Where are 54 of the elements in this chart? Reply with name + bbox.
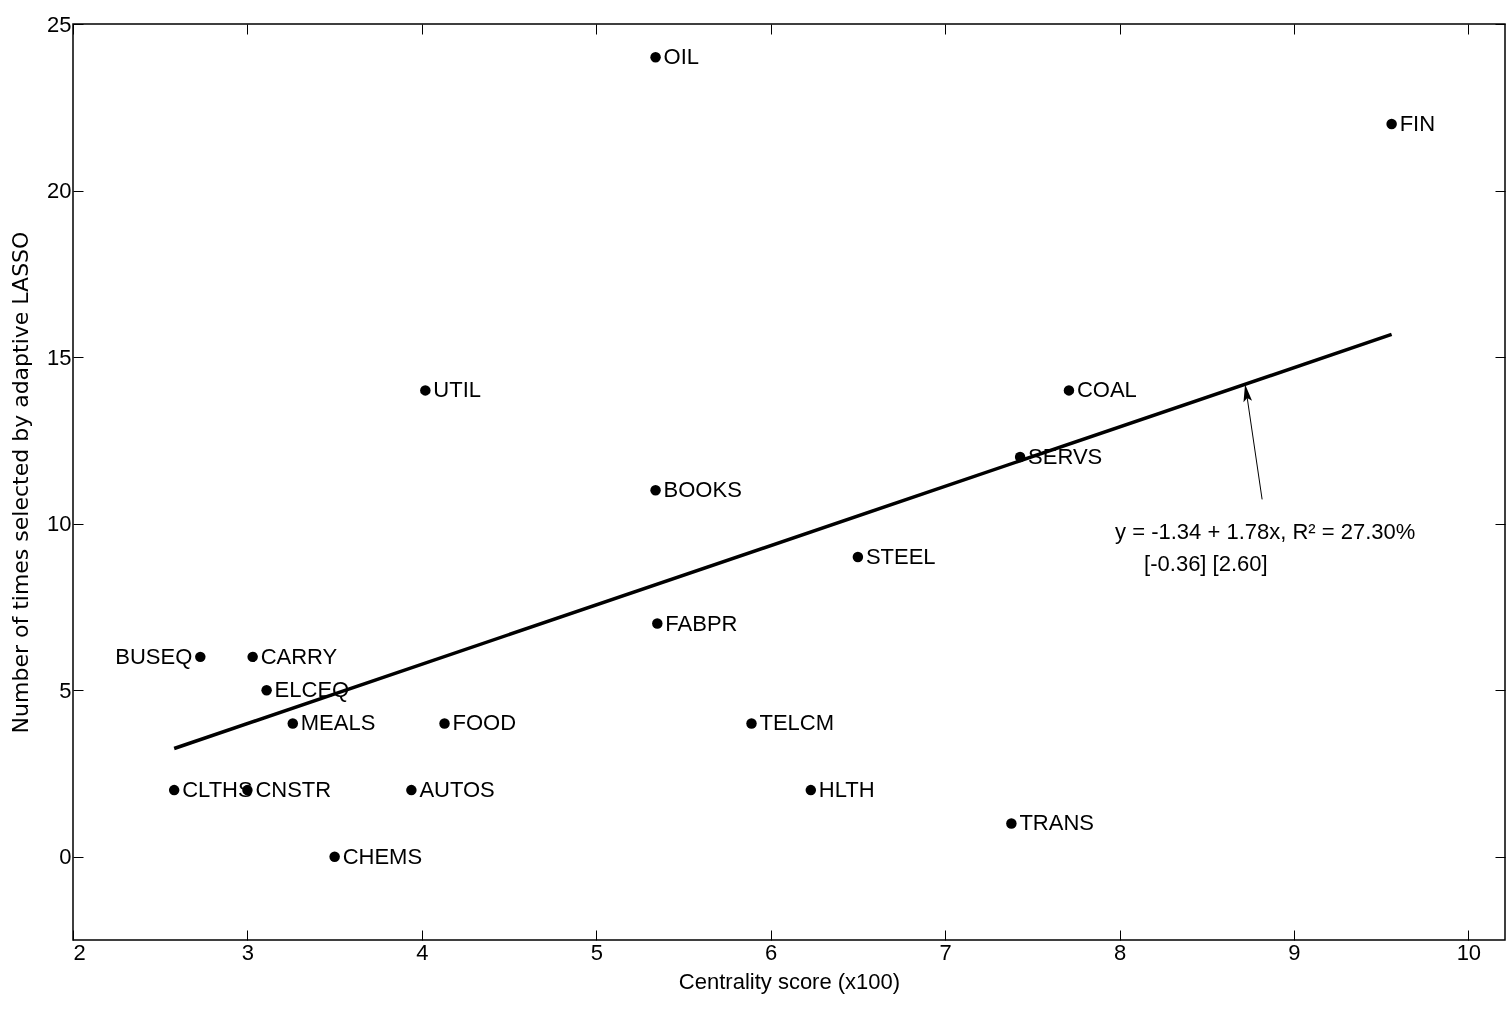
point <box>287 718 299 729</box>
annotation: CNSTR <box>255 777 332 803</box>
x-tick-label: 3 <box>241 939 255 965</box>
y-tick-label: 15 <box>47 344 72 370</box>
x-tick-label: 9 <box>1288 939 1301 965</box>
y-tick-label: 10 <box>47 511 72 537</box>
point <box>439 718 450 729</box>
point <box>650 52 661 63</box>
annotation: FIN <box>1399 110 1436 136</box>
point <box>420 385 431 396</box>
annotation: CHEMS <box>342 843 423 869</box>
point <box>195 651 206 663</box>
y-tick-label: 5 <box>59 677 72 703</box>
y-axis-title: Number of times selected by adaptive LASSO <box>8 231 34 734</box>
x-tick-label: 4 <box>416 939 429 965</box>
annotation: OIL <box>663 44 700 70</box>
annotation: FOOD <box>452 710 517 736</box>
point <box>746 718 757 729</box>
point <box>852 551 864 563</box>
annotation: UTIL <box>433 377 482 403</box>
point <box>168 784 180 796</box>
annotation: BOOKS <box>663 477 742 503</box>
point <box>650 485 661 496</box>
y-tick-label: 20 <box>47 178 72 204</box>
x-tick-label: 6 <box>765 939 778 965</box>
annotation: TRANS <box>1019 810 1094 836</box>
annotation: BUSEQ <box>115 643 193 669</box>
annotation: FABPR <box>665 610 738 636</box>
x-tick-label: 7 <box>939 939 952 965</box>
x-tick-label: 10 <box>1456 939 1482 965</box>
x-axis-title: Centrality score (x100) <box>678 968 901 994</box>
annotation: STEEL <box>865 543 936 569</box>
point <box>406 784 417 796</box>
point <box>652 618 663 629</box>
annotation: AUTOS <box>419 777 495 803</box>
annotation: TELCM <box>759 710 835 736</box>
x-tick-label: 8 <box>1113 939 1127 965</box>
point <box>1006 818 1017 829</box>
annotation: y = -1.34 + 1.78x, R² = 27.30% <box>1115 519 1416 545</box>
y-tick-label: 0 <box>59 844 72 870</box>
point <box>805 784 817 796</box>
x-tick-label: 5 <box>590 939 603 965</box>
point <box>1063 385 1075 396</box>
point <box>247 651 258 663</box>
annotation: [-0.36] [2.60] <box>1144 551 1268 577</box>
annotation: HLTH <box>818 777 875 803</box>
annotation: MEALS <box>300 710 376 736</box>
annotation: COAL <box>1076 377 1137 403</box>
point <box>1386 118 1397 130</box>
annotation: CARRY <box>260 643 338 669</box>
x-tick-label: 2 <box>73 939 86 965</box>
point <box>261 684 272 696</box>
y-tick-label: 25 <box>47 11 72 37</box>
point <box>329 851 340 862</box>
